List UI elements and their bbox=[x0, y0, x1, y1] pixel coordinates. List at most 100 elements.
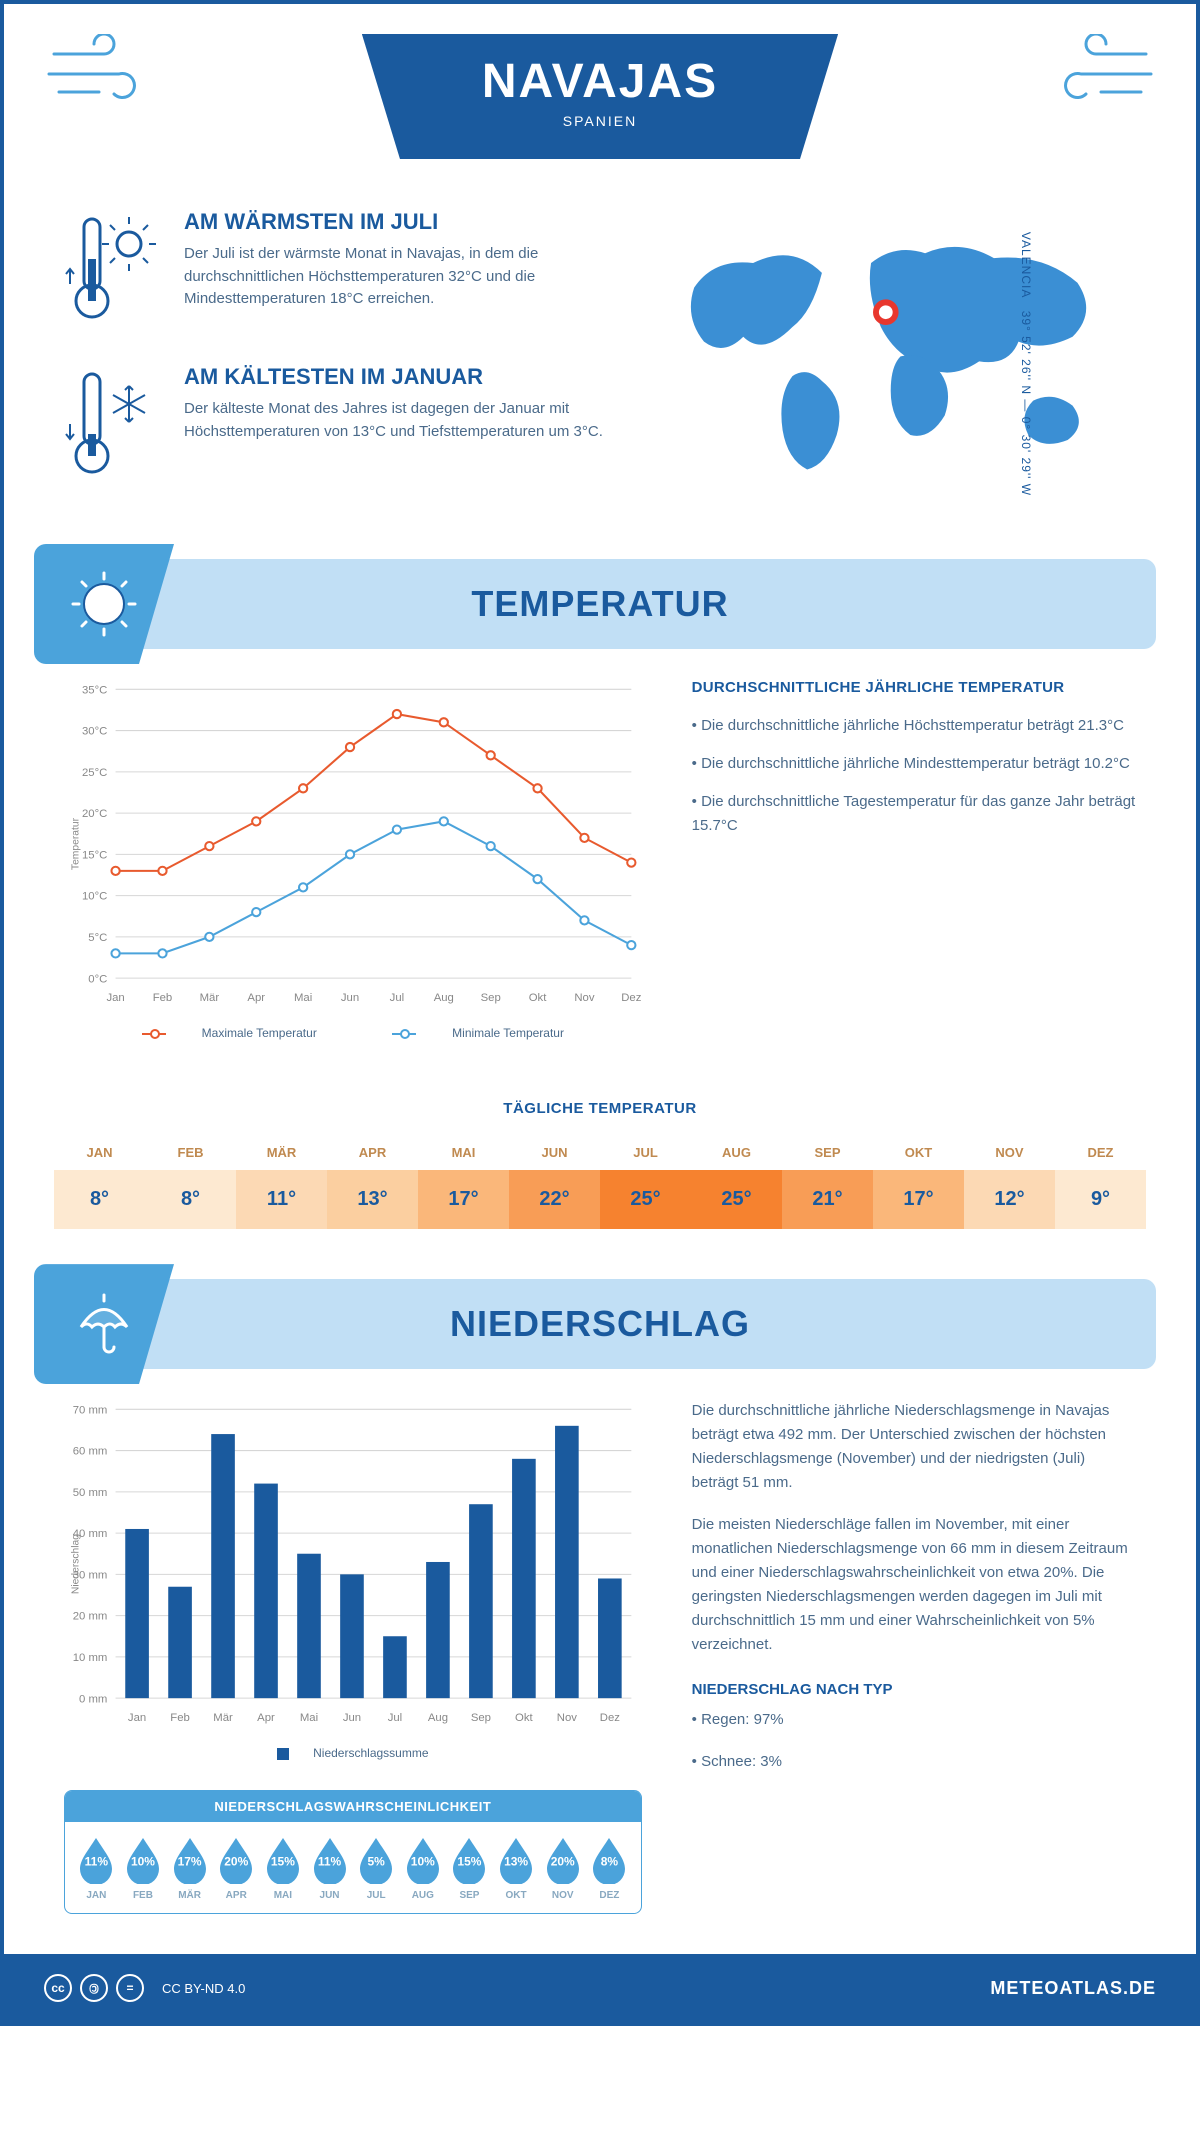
daily-cell: DEZ9° bbox=[1055, 1135, 1146, 1229]
svg-text:Mai: Mai bbox=[294, 992, 312, 1004]
svg-text:70 mm: 70 mm bbox=[73, 1405, 108, 1417]
svg-text:0 mm: 0 mm bbox=[79, 1693, 107, 1705]
svg-text:Mär: Mär bbox=[200, 992, 220, 1004]
svg-text:Mai: Mai bbox=[300, 1712, 318, 1724]
svg-text:Niederschlag: Niederschlag bbox=[70, 1534, 81, 1594]
probability-drop: 10%FEB bbox=[120, 1836, 167, 1901]
infographic: NAVAJAS SPANIEN AM WÄRMSTEN IM JULI Der … bbox=[0, 0, 1200, 2026]
title-banner: NAVAJAS SPANIEN bbox=[362, 34, 838, 159]
svg-text:Sep: Sep bbox=[471, 1712, 491, 1724]
svg-text:50 mm: 50 mm bbox=[73, 1487, 108, 1499]
temperature-line-chart: 0°C5°C10°C15°C20°C25°C30°C35°CJanFebMärA… bbox=[64, 679, 642, 1009]
probability-drop: 11%JUN bbox=[306, 1836, 353, 1901]
intro-section: AM WÄRMSTEN IM JULI Der Juli ist der wär… bbox=[4, 179, 1196, 559]
probability-box: NIEDERSCHLAGSWAHRSCHEINLICHKEIT 11%JAN10… bbox=[64, 1790, 642, 1914]
svg-text:Jun: Jun bbox=[343, 1712, 361, 1724]
coldest-block: AM KÄLTESTEN IM JANUAR Der kälteste Mona… bbox=[64, 364, 605, 489]
daily-cell: MAI17° bbox=[418, 1135, 509, 1229]
temp-heading: TEMPERATUR bbox=[44, 583, 1156, 625]
temp-desc-1: • Die durchschnittliche jährliche Höchst… bbox=[692, 714, 1136, 738]
svg-text:35°C: 35°C bbox=[82, 684, 107, 696]
warmest-text: Der Juli ist der wärmste Monat in Navaja… bbox=[184, 243, 605, 311]
svg-text:Nov: Nov bbox=[557, 1712, 577, 1724]
daily-cell: FEB8° bbox=[145, 1135, 236, 1229]
temp-section-header: TEMPERATUR bbox=[44, 559, 1156, 649]
probability-drop: 11%JAN bbox=[73, 1836, 120, 1901]
probability-drop: 20%APR bbox=[213, 1836, 260, 1901]
coldest-text: Der kälteste Monat des Jahres ist dagege… bbox=[184, 398, 605, 443]
svg-text:Sep: Sep bbox=[481, 992, 501, 1004]
probability-drop: 20%NOV bbox=[539, 1836, 586, 1901]
svg-text:Jan: Jan bbox=[128, 1712, 146, 1724]
probability-drop: 17%MÄR bbox=[166, 1836, 213, 1901]
cc-icon: cc bbox=[44, 1974, 72, 2002]
daily-cell: SEP21° bbox=[782, 1135, 873, 1229]
svg-text:Temperatur: Temperatur bbox=[70, 817, 81, 870]
precipitation-bar-chart: 0 mm10 mm20 mm30 mm40 mm50 mm60 mm70 mmJ… bbox=[64, 1399, 642, 1729]
svg-text:Feb: Feb bbox=[153, 992, 173, 1004]
svg-text:Nov: Nov bbox=[574, 992, 594, 1004]
thermo-sun-icon bbox=[64, 209, 164, 334]
svg-text:10 mm: 10 mm bbox=[73, 1652, 108, 1664]
svg-text:Jan: Jan bbox=[106, 992, 124, 1004]
temp-desc-3: • Die durchschnittliche Tagestemperatur … bbox=[692, 790, 1136, 838]
svg-text:Feb: Feb bbox=[170, 1712, 190, 1724]
daily-cell: OKT17° bbox=[873, 1135, 964, 1229]
precip-type-1: • Regen: 97% bbox=[692, 1708, 1136, 1732]
svg-text:0°C: 0°C bbox=[88, 973, 107, 985]
nd-icon: = bbox=[116, 1974, 144, 2002]
thermo-snow-icon bbox=[64, 364, 164, 489]
license-block: cc 🄯 = CC BY-ND 4.0 bbox=[44, 1974, 245, 2002]
precip-section-header: NIEDERSCHLAG bbox=[44, 1279, 1156, 1369]
svg-text:Jun: Jun bbox=[341, 992, 359, 1004]
probability-title: NIEDERSCHLAGSWAHRSCHEINLICHKEIT bbox=[65, 1791, 641, 1822]
warmest-block: AM WÄRMSTEN IM JULI Der Juli ist der wär… bbox=[64, 209, 605, 334]
daily-temp-title: TÄGLICHE TEMPERATUR bbox=[4, 1100, 1196, 1117]
precip-legend: Niederschlagssumme bbox=[64, 1746, 642, 1760]
svg-text:Dez: Dez bbox=[600, 1712, 620, 1724]
coordinates: VALENCIA 39° 52' 26'' N — 0° 30' 29'' W bbox=[1019, 232, 1033, 496]
daily-cell: JUL25° bbox=[600, 1135, 691, 1229]
probability-drop: 8%DEZ bbox=[586, 1836, 633, 1901]
daily-cell: JUN22° bbox=[509, 1135, 600, 1229]
svg-text:30°C: 30°C bbox=[82, 726, 107, 738]
daily-temp-table: JAN8°FEB8°MÄR11°APR13°MAI17°JUN22°JUL25°… bbox=[54, 1135, 1146, 1229]
page-subtitle: SPANIEN bbox=[482, 113, 718, 129]
by-icon: 🄯 bbox=[80, 1974, 108, 2002]
svg-text:Apr: Apr bbox=[247, 992, 265, 1004]
probability-drop: 10%AUG bbox=[399, 1836, 446, 1901]
daily-cell: JAN8° bbox=[54, 1135, 145, 1229]
precip-heading: NIEDERSCHLAG bbox=[44, 1303, 1156, 1345]
wind-decor-right bbox=[1036, 34, 1156, 119]
svg-text:Aug: Aug bbox=[428, 1712, 448, 1724]
precip-type-title: NIEDERSCHLAG NACH TYP bbox=[692, 1681, 1136, 1698]
svg-text:Mär: Mär bbox=[213, 1712, 233, 1724]
svg-text:15°C: 15°C bbox=[82, 849, 107, 861]
footer: cc 🄯 = CC BY-ND 4.0 METEOATLAS.DE bbox=[4, 1954, 1196, 2022]
svg-text:60 mm: 60 mm bbox=[73, 1446, 108, 1458]
umbrella-icon bbox=[34, 1264, 174, 1384]
probability-drop: 15%SEP bbox=[446, 1836, 493, 1901]
svg-text:Okt: Okt bbox=[515, 1712, 533, 1724]
temp-legend: Maximale Temperatur Minimale Temperatur bbox=[64, 1026, 642, 1040]
probability-drop: 13%OKT bbox=[493, 1836, 540, 1901]
sun-icon bbox=[34, 544, 174, 664]
precip-para-2: Die meisten Niederschläge fallen im Nove… bbox=[692, 1513, 1136, 1657]
license-text: CC BY-ND 4.0 bbox=[162, 1981, 245, 1996]
svg-text:20°C: 20°C bbox=[82, 808, 107, 820]
precip-type-2: • Schnee: 3% bbox=[692, 1750, 1136, 1774]
probability-drop: 5%JUL bbox=[353, 1836, 400, 1901]
world-map bbox=[645, 209, 1136, 489]
wind-decor-left bbox=[44, 34, 164, 119]
daily-cell: NOV12° bbox=[964, 1135, 1055, 1229]
daily-cell: MÄR11° bbox=[236, 1135, 327, 1229]
svg-text:Jul: Jul bbox=[390, 992, 404, 1004]
header: NAVAJAS SPANIEN bbox=[4, 4, 1196, 179]
brand: METEOATLAS.DE bbox=[990, 1978, 1156, 1999]
svg-text:5°C: 5°C bbox=[88, 932, 107, 944]
page-title: NAVAJAS bbox=[482, 54, 718, 109]
svg-text:10°C: 10°C bbox=[82, 891, 107, 903]
svg-text:Apr: Apr bbox=[257, 1712, 275, 1724]
svg-text:Dez: Dez bbox=[621, 992, 641, 1004]
temp-desc-2: • Die durchschnittliche jährliche Mindes… bbox=[692, 752, 1136, 776]
